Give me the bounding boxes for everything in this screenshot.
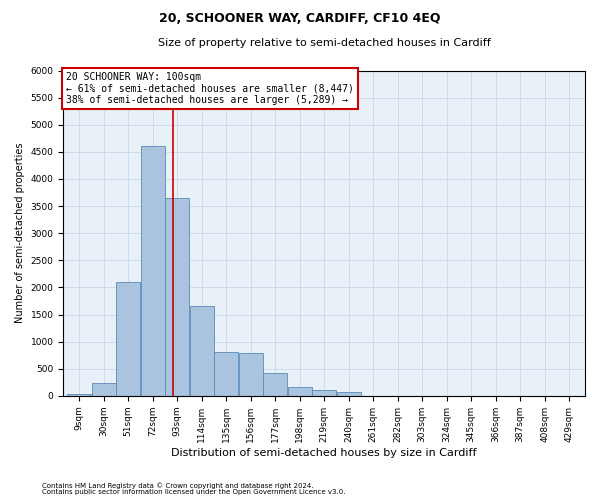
Bar [67, 394, 91, 396]
Bar [337, 392, 361, 396]
Bar [116, 282, 140, 396]
X-axis label: Distribution of semi-detached houses by size in Cardiff: Distribution of semi-detached houses by … [172, 448, 477, 458]
Bar [312, 390, 336, 396]
Text: 20, SCHOONER WAY, CARDIFF, CF10 4EQ: 20, SCHOONER WAY, CARDIFF, CF10 4EQ [159, 12, 441, 26]
Bar [92, 384, 116, 396]
Text: Contains public sector information licensed under the Open Government Licence v3: Contains public sector information licen… [42, 489, 346, 495]
Bar [263, 373, 287, 396]
Bar [140, 146, 164, 396]
Bar [239, 353, 263, 396]
Bar [287, 387, 311, 396]
Y-axis label: Number of semi-detached properties: Number of semi-detached properties [15, 143, 25, 324]
Text: 20 SCHOONER WAY: 100sqm
← 61% of semi-detached houses are smaller (8,447)
38% of: 20 SCHOONER WAY: 100sqm ← 61% of semi-de… [66, 72, 354, 106]
Bar [190, 306, 214, 396]
Text: Contains HM Land Registry data © Crown copyright and database right 2024.: Contains HM Land Registry data © Crown c… [42, 482, 314, 489]
Bar [214, 352, 238, 396]
Title: Size of property relative to semi-detached houses in Cardiff: Size of property relative to semi-detach… [158, 38, 491, 48]
Bar [165, 198, 189, 396]
